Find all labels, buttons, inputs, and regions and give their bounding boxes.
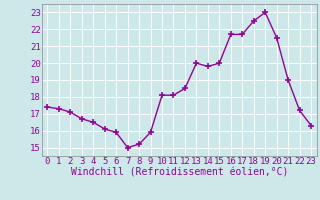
X-axis label: Windchill (Refroidissement éolien,°C): Windchill (Refroidissement éolien,°C) bbox=[70, 167, 288, 177]
